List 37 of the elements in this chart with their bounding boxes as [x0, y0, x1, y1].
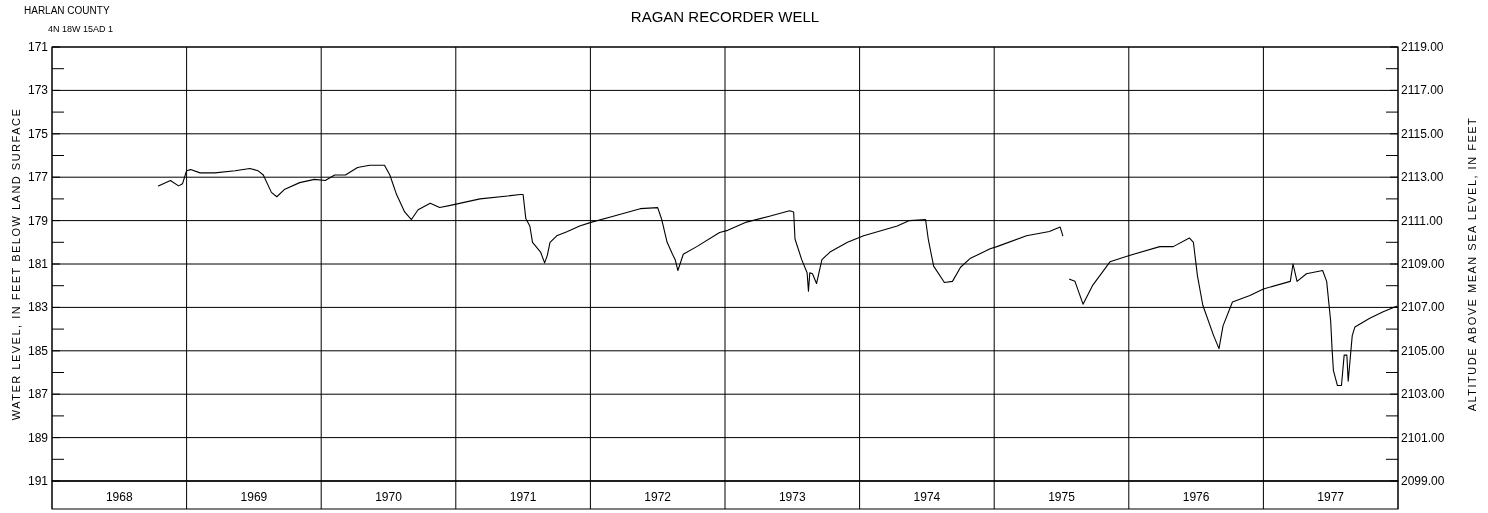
y-tick-label: 191: [27, 474, 49, 488]
x-tick-label: 1972: [644, 490, 672, 504]
text: 4N 18W 15AD 1: [48, 24, 114, 34]
y2-tick-label: 2101.00: [1401, 430, 1445, 445]
y-axis-title: WATER LEVEL, IN FEET BELOW LAND SURFACE: [10, 107, 22, 421]
y-tick-label: 173: [27, 83, 49, 98]
y-tick-label: 187: [27, 387, 49, 402]
y2-tick-label: 2111.00: [1401, 213, 1443, 228]
text: HARLAN COUNTY: [24, 5, 110, 16]
chart-title: RAGAN RECORDER WELL: [630, 8, 820, 25]
y2-tick-label: 2115.00: [1401, 126, 1444, 141]
x-tick-label: 1971: [509, 490, 537, 504]
x-tick-label: 1976: [1182, 490, 1210, 504]
y2-tick-label: 2099.00: [1401, 474, 1445, 488]
y-tick-label: 171: [27, 40, 49, 54]
y2-axis-title: ALTITUDE ABOVE MEAN SEA LEVEL, IN FEET: [1466, 116, 1478, 412]
y2-tick-label: 2107.00: [1401, 300, 1445, 315]
y-tick-label: 189: [27, 430, 49, 445]
y2-tick-label: 2103.00: [1401, 387, 1445, 402]
y2-tick-label: 2109.00: [1401, 257, 1445, 271]
x-tick-label: 1973: [778, 490, 806, 504]
y-tick-label: 185: [27, 343, 49, 358]
x-tick-label: 1968: [105, 490, 133, 504]
x-tick-label: 1969: [240, 490, 268, 504]
x-tick-label: 1975: [1048, 490, 1076, 504]
y-tick-label: 181: [27, 257, 49, 271]
x-tick-label: 1977: [1317, 490, 1345, 504]
y-tick-label: 177: [27, 170, 49, 185]
y2-tick-label: 2119.00: [1401, 40, 1444, 54]
y2-tick-label: 2117.00: [1401, 83, 1444, 98]
y-tick-label: 179: [27, 213, 49, 228]
y2-tick-label: 2105.00: [1401, 343, 1445, 358]
y2-tick-label: 2113.00: [1401, 170, 1444, 185]
x-tick-label: 1970: [375, 490, 403, 504]
x-tick-label: 1974: [913, 490, 941, 504]
y-tick-label: 175: [27, 126, 49, 141]
y-tick-label: 183: [27, 300, 49, 315]
